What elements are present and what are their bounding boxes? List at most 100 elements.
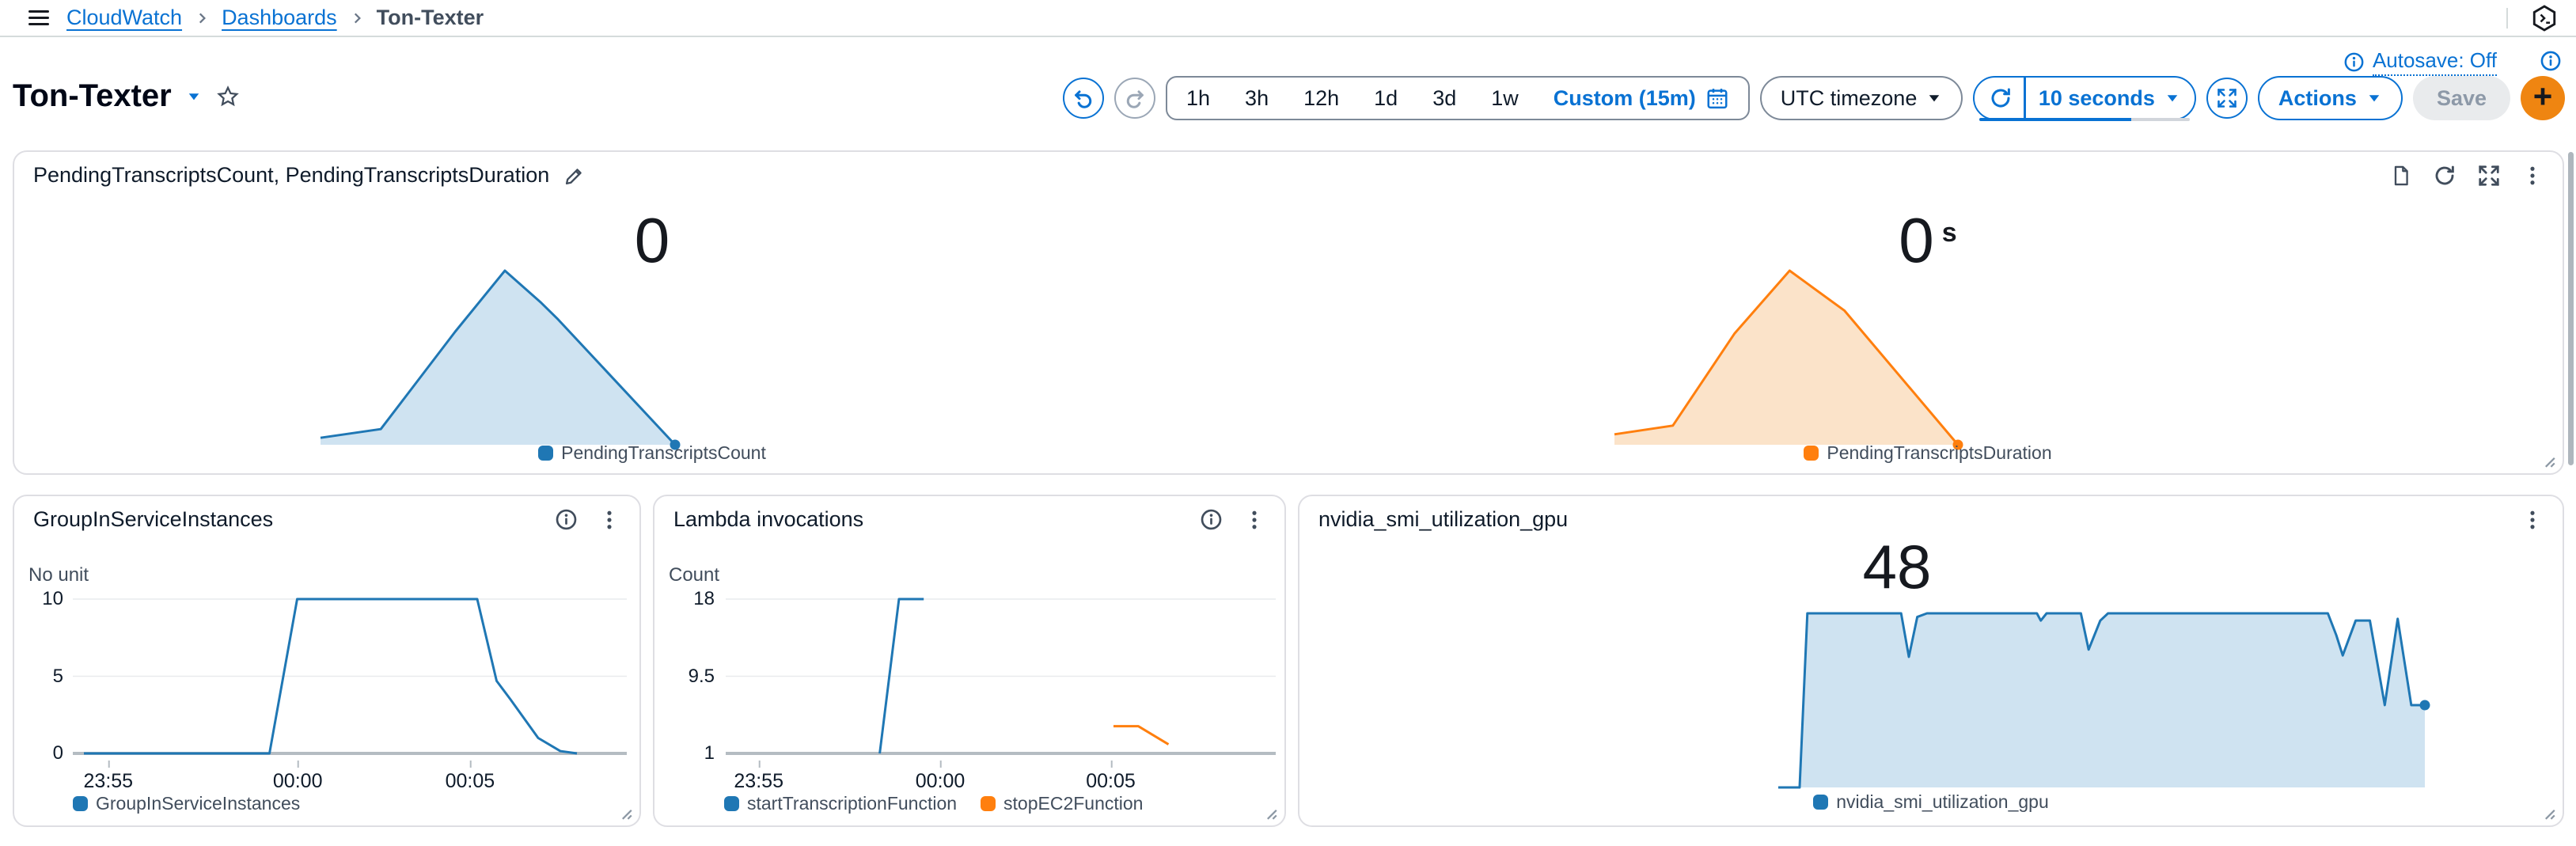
lambda-invocations-chart[interactable] (726, 599, 1276, 753)
widget-menu-kebab-icon[interactable] (2521, 165, 2544, 187)
widget-title: GroupInServiceInstances (33, 507, 274, 531)
refresh-widget-icon[interactable] (2433, 164, 2456, 188)
legend-swatch-blue (538, 446, 554, 461)
plus-icon: + (2532, 78, 2553, 115)
edit-pencil-icon[interactable] (563, 165, 586, 187)
legend-swatch-orange (1804, 446, 1819, 461)
redo-button[interactable] (1114, 78, 1155, 119)
expand-widget-icon[interactable] (2477, 164, 2501, 188)
range-1h[interactable]: 1h (1186, 85, 1211, 110)
breadcrumb: CloudWatch Dashboards Ton-Texter (66, 6, 484, 30)
gpu-utilization-chart[interactable] (1778, 613, 2430, 787)
widget-title: Lambda invocations (673, 507, 864, 531)
pending-duration-chart[interactable] (1614, 271, 1963, 450)
favorite-star-icon[interactable] (216, 85, 240, 108)
custom-range-button[interactable]: Custom (15m) (1554, 86, 1729, 111)
widget-nvidia-gpu-utilization: nvidia_smi_utilization_gpu 48 nvidia_smi… (1298, 495, 2564, 827)
range-3d[interactable]: 3d (1432, 85, 1457, 110)
y-tick-label: 1 (704, 742, 715, 764)
x-tick-label: 00:05 (1086, 761, 1136, 792)
y-axis-unit: No unit (28, 564, 89, 586)
widget-group-in-service-instances: GroupInServiceInstances No unit 10 5 0 23:… (13, 495, 641, 827)
timezone-label: UTC timezone (1780, 85, 1918, 110)
autosave-label: Autosave: Off (2372, 48, 2497, 76)
series-end-dot (670, 439, 681, 450)
y-axis-labels: 18 9.5 1 (654, 588, 715, 764)
pending-count-chart[interactable] (321, 271, 681, 450)
widget-lambda-invocations: Lambda invocations Count 18 9.5 1 23:55 00:… (653, 495, 1286, 827)
resize-handle-icon[interactable] (616, 803, 633, 821)
time-range-group: 1h 3h 12h 1d 3d 1w (1186, 86, 1519, 111)
timezone-select[interactable]: UTC timezone (1759, 76, 1963, 120)
actions-menu-button[interactable]: Actions (2257, 76, 2403, 120)
custom-range-label: Custom (15m) (1553, 85, 1696, 110)
range-1d[interactable]: 1d (1374, 85, 1398, 110)
y-tick-label: 9.5 (688, 665, 715, 687)
widget-menu-kebab-icon[interactable] (1243, 509, 1265, 531)
legend-swatch-blue (1813, 795, 1829, 810)
legend-swatch-blue (724, 796, 739, 811)
widget-menu-kebab-icon[interactable] (598, 509, 620, 531)
undo-button[interactable] (1063, 78, 1104, 119)
breadcrumb-cloudwatch[interactable]: CloudWatch (66, 6, 183, 29)
series-end-dot (2419, 700, 2430, 711)
legend-gpu-utilization[interactable]: nvidia_smi_utilization_gpu (1813, 791, 2049, 813)
widget-menu-kebab-icon[interactable] (2521, 509, 2544, 531)
dashboard-toolbar: Ton-Texter Autosave: Off 1h 3h 12h 1d 3d 1w C… (0, 37, 2576, 150)
chevron-right-icon (350, 11, 364, 25)
legend-pending-duration[interactable]: PendingTranscriptsDuration (1804, 442, 2052, 464)
widget-info-icon[interactable] (555, 508, 578, 531)
legend-swatch-blue (73, 796, 88, 811)
y-tick-label: 5 (52, 665, 63, 687)
vertical-scrollbar[interactable] (2568, 152, 2574, 465)
series-end-dot (1952, 439, 1963, 450)
legend-start-transcription[interactable]: startTranscriptionFunction (724, 793, 957, 814)
widget-title: nvidia_smi_utilization_gpu (1318, 507, 1569, 531)
time-range-segmented-control: 1h 3h 12h 1d 3d 1w Custom (15m) (1166, 76, 1750, 120)
legend-pending-count[interactable]: PendingTranscriptsCount (538, 442, 766, 464)
refresh-interval-label: 10 seconds (2038, 85, 2155, 110)
y-axis-labels: 10 5 0 (14, 588, 63, 764)
y-tick-label: 18 (693, 588, 715, 609)
x-axis-labels: 23:55 00:00 00:05 (73, 761, 627, 792)
legend-swatch-orange (981, 796, 996, 811)
widget-info-icon[interactable] (1200, 508, 1223, 531)
widget-pending-transcripts: PendingTranscriptsCount, PendingTranscri… (13, 150, 2564, 475)
refresh-progress-bar (1979, 118, 2190, 121)
chevron-right-icon (195, 11, 209, 25)
calendar-icon (1707, 89, 1728, 109)
save-button[interactable]: Save (2412, 76, 2510, 120)
x-tick-label: 23:55 (734, 761, 783, 792)
breadcrumb-dashboards[interactable]: Dashboards (222, 6, 337, 29)
refresh-icon (1991, 88, 2011, 108)
title-dropdown-button[interactable] (186, 89, 202, 104)
resize-handle-icon[interactable] (2539, 451, 2556, 469)
resize-handle-icon[interactable] (1261, 803, 1278, 821)
x-tick-label: 23:55 (83, 761, 134, 792)
y-tick-label: 10 (42, 588, 63, 609)
actions-label: Actions (2278, 85, 2357, 110)
refresh-interval-control[interactable]: 10 seconds (1973, 76, 2196, 120)
x-tick-label: 00:05 (445, 761, 495, 792)
fullscreen-button[interactable] (2206, 78, 2248, 119)
autosave-toggle-link[interactable]: Autosave: Off (2343, 48, 2497, 76)
legend-group-in-service[interactable]: GroupInServiceInstances (73, 793, 300, 814)
range-3h[interactable]: 3h (1245, 85, 1269, 110)
hamburger-menu-icon[interactable] (28, 9, 49, 26)
group-instances-chart[interactable] (73, 599, 627, 753)
x-tick-label: 00:00 (915, 761, 966, 792)
resize-handle-icon[interactable] (2539, 803, 2556, 821)
range-1w[interactable]: 1w (1491, 85, 1519, 110)
page-title: Ton-Texter (13, 78, 172, 113)
info-icon[interactable] (2540, 50, 2562, 72)
top-navigation-bar: CloudWatch Dashboards Ton-Texter (0, 0, 2576, 37)
range-12h[interactable]: 12h (1303, 85, 1340, 110)
legend-stop-ec2[interactable]: stopEC2Function (981, 793, 1143, 814)
y-tick-label: 0 (52, 742, 63, 764)
copy-widget-icon[interactable] (2390, 165, 2412, 187)
cloudshell-icon[interactable] (2530, 4, 2559, 32)
pending-count-value: 0 (634, 205, 670, 275)
add-widget-button[interactable]: + (2521, 76, 2565, 120)
gpu-utilization-value: 48 (1862, 532, 1932, 601)
